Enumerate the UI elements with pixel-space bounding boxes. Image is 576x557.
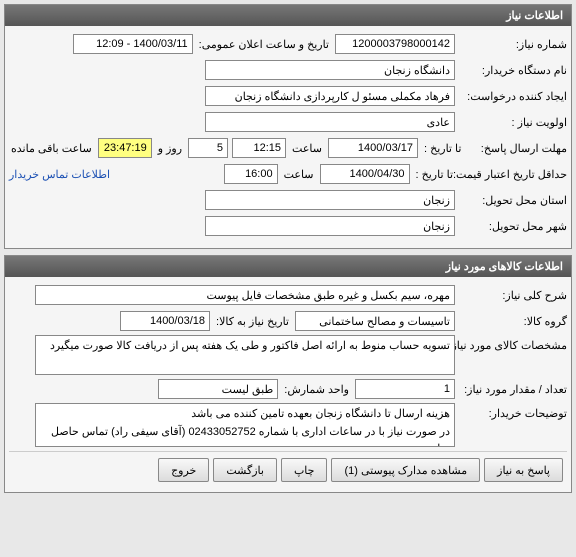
announce-label: تاریخ و ساعت اعلان عمومی: <box>197 38 331 51</box>
to-date-label: تا تاریخ : <box>422 142 463 155</box>
deadline-time-field[interactable] <box>232 138 286 158</box>
general-desc-label: شرح کلی نیاز: <box>459 289 567 302</box>
buyer-org-field[interactable] <box>205 60 455 80</box>
qty-field[interactable] <box>355 379 455 399</box>
delivery-province-label: استان محل تحویل: <box>459 194 567 207</box>
need-by-field[interactable] <box>120 311 210 331</box>
group-field[interactable] <box>295 311 455 331</box>
goods-info-panel: اطلاعات کالاهای مورد نیاز شرح کلی نیاز: … <box>4 255 572 493</box>
delivery-province-field[interactable] <box>205 190 455 210</box>
min-validity-time-label: ساعت <box>282 168 316 181</box>
delivery-city-label: شهر محل تحویل: <box>459 220 567 233</box>
priority-field[interactable] <box>205 112 455 132</box>
reply-button[interactable]: پاسخ به نیاز <box>484 458 563 482</box>
need-number-label: شماره نیاز: <box>459 38 567 51</box>
announce-field[interactable] <box>73 34 193 54</box>
button-bar: پاسخ به نیاز مشاهده مدارک پیوستی (1) چاپ… <box>9 451 567 484</box>
buyer-org-label: نام دستگاه خریدار: <box>459 64 567 77</box>
requester-label: ایجاد کننده درخواست: <box>459 90 567 103</box>
min-validity-label: حداقل تاریخ اعتبار قیمت: <box>459 168 567 181</box>
countdown-field <box>98 138 152 158</box>
min-validity-time-field[interactable] <box>224 164 278 184</box>
group-label: گروه کالا: <box>459 315 567 328</box>
specs-field[interactable] <box>35 335 455 375</box>
requester-field[interactable] <box>205 86 455 106</box>
exit-button[interactable]: خروج <box>158 458 209 482</box>
general-desc-field[interactable] <box>35 285 455 305</box>
unit-field[interactable] <box>158 379 278 399</box>
print-button[interactable]: چاپ <box>281 458 328 482</box>
need-info-panel: اطلاعات نیاز شماره نیاز: تاریخ و ساعت اع… <box>4 4 572 249</box>
to-date-label-2: تا تاریخ : <box>414 168 455 181</box>
back-button[interactable]: بازگشت <box>213 458 277 482</box>
need-number-field[interactable] <box>335 34 455 54</box>
specs-label: مشخصات کالای مورد نیاز: <box>459 335 567 352</box>
buyer-contact-link[interactable]: اطلاعات تماس خریدار <box>9 168 110 181</box>
need-info-header: اطلاعات نیاز <box>5 5 571 26</box>
deadline-label: مهلت ارسال پاسخ: <box>467 142 567 155</box>
buyer-notes-label: توضیحات خریدار: <box>459 403 567 420</box>
days-remaining-field[interactable] <box>188 138 228 158</box>
priority-label: اولویت نیاز : <box>459 116 567 129</box>
need-by-label: تاریخ نیاز به کالا: <box>214 315 291 328</box>
goods-info-header: اطلاعات کالاهای مورد نیاز <box>5 256 571 277</box>
qty-label: تعداد / مقدار مورد نیاز: <box>459 383 567 396</box>
unit-label: واحد شمارش: <box>282 383 351 396</box>
deadline-time-label: ساعت <box>290 142 324 155</box>
buyer-notes-field[interactable] <box>35 403 455 447</box>
delivery-city-field[interactable] <box>205 216 455 236</box>
remain-label: ساعت باقی مانده <box>9 142 94 155</box>
min-validity-date-field[interactable] <box>320 164 410 184</box>
attachments-button[interactable]: مشاهده مدارک پیوستی (1) <box>331 458 480 482</box>
days-and-label: روز و <box>156 142 184 155</box>
deadline-date-field[interactable] <box>328 138 418 158</box>
